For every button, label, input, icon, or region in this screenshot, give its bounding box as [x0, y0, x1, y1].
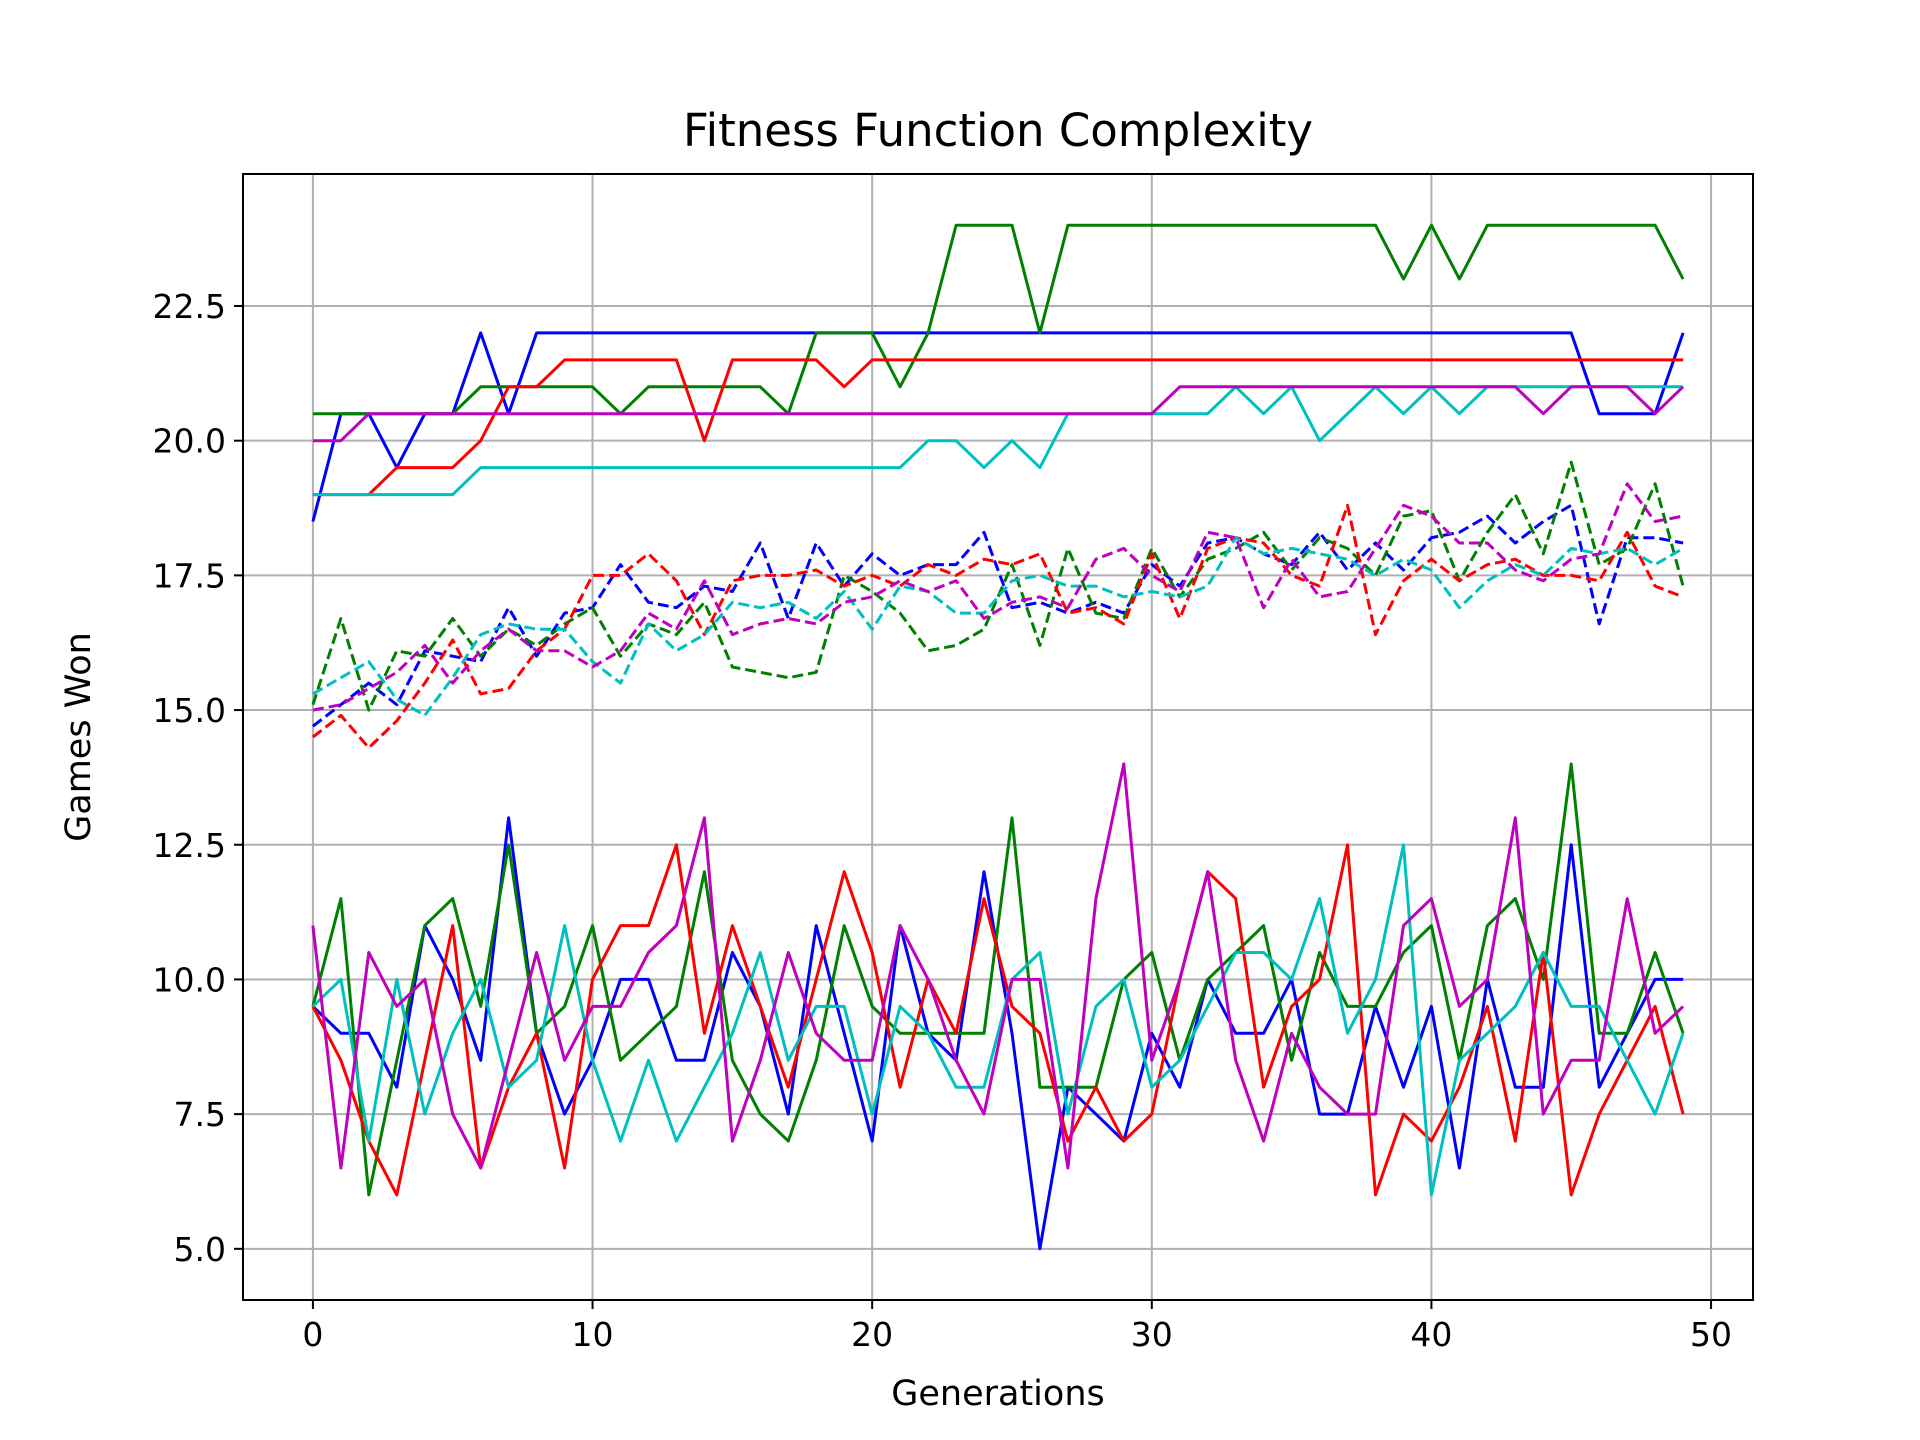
- chart-title: Fitness Function Complexity: [683, 104, 1313, 157]
- plot-frame: [242, 173, 1754, 1301]
- y-tick-label: 10.0: [153, 960, 226, 999]
- axis-ticks: 0 10 20 30 40 50 5.0 7.5 10.0 12.5 15.0 17.5 20.0 22.…: [153, 287, 1733, 1354]
- data-series: [311, 223, 1685, 1251]
- y-tick-label: 12.5: [153, 826, 226, 865]
- series-line-13-solid: [311, 843, 1685, 1197]
- x-tick-label: 40: [1410, 1315, 1452, 1354]
- x-tick-label: 30: [1131, 1315, 1173, 1354]
- y-tick-label: 22.5: [153, 287, 226, 326]
- y-tick-label: 5.0: [174, 1230, 226, 1269]
- y-tick-label: 7.5: [174, 1095, 226, 1134]
- y-tick-label: 17.5: [153, 556, 226, 595]
- series-line-9-dashed: [312, 536, 1684, 717]
- x-axis-label: Generations: [891, 1374, 1105, 1414]
- series-line-15-solid: [311, 762, 1685, 1170]
- series-line-8-dashed: [311, 503, 1684, 750]
- series-line-6-dashed: [311, 503, 1684, 728]
- series-line-5-solid: [312, 385, 1685, 443]
- series-line-12-solid: [311, 762, 1685, 1197]
- x-tick-label: 0: [302, 1315, 323, 1354]
- y-axis-label: Games Won: [59, 632, 99, 842]
- gridlines: [243, 174, 1753, 1300]
- series-line-3-solid: [312, 358, 1684, 497]
- x-tick-label: 20: [851, 1315, 893, 1354]
- series-line-1-solid: [311, 331, 1685, 522]
- series-line-7-dashed: [311, 460, 1685, 712]
- series-line-14-solid: [311, 843, 1685, 1197]
- x-tick-label: 50: [1690, 1315, 1732, 1354]
- y-tick-label: 15.0: [153, 691, 226, 730]
- y-tick-label: 20.0: [153, 422, 226, 461]
- x-tick-label: 10: [572, 1315, 614, 1354]
- series-line-10-dashed: [312, 482, 1684, 712]
- series-line-4-solid: [312, 385, 1684, 497]
- series-line-2-solid: [312, 223, 1685, 416]
